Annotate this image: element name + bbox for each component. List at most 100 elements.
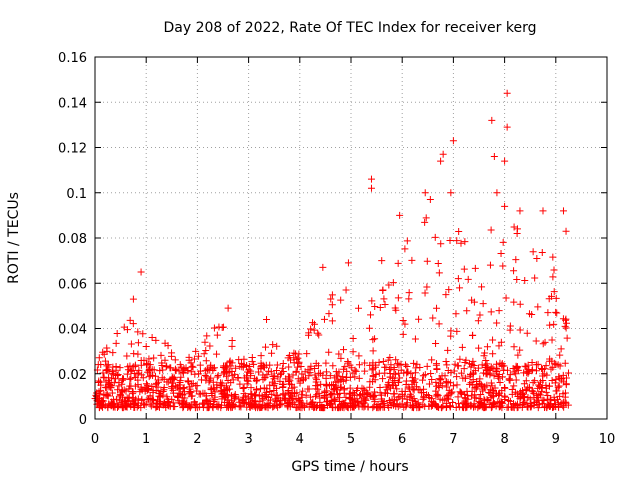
data-point [337,354,345,362]
data-point [92,395,100,403]
data-point [103,347,111,355]
data-point [170,374,178,382]
data-point [185,356,193,364]
data-point [201,338,209,346]
data-point [398,390,406,398]
data-point [367,175,375,183]
data-point [228,342,236,350]
data-point [365,324,373,332]
data-point [464,395,472,403]
data-point [489,388,497,396]
x-tick-label: 3 [244,432,252,447]
data-point [487,226,495,234]
data-point [453,327,461,335]
data-point [442,357,450,365]
data-point [460,365,468,373]
y-tick-label: 0.04 [58,323,87,338]
data-point [248,396,256,404]
data-point [276,400,284,408]
data-point [347,399,355,407]
data-point [118,404,126,412]
data-point [534,303,542,311]
data-point [148,395,156,403]
data-point [112,395,120,403]
data-point [126,316,134,324]
data-point [211,396,219,404]
x-tick-label: 6 [398,432,406,447]
data-point [544,309,552,317]
data-point [381,403,389,411]
y-tick-label: 0.02 [58,368,87,383]
data-point [142,380,150,388]
data-point [257,362,265,370]
data-point [432,392,440,400]
data-point [199,399,207,407]
data-point [257,352,265,360]
data-point [496,378,504,386]
data-point [552,294,560,302]
data-point [531,274,539,282]
data-point [269,341,277,349]
data-point [450,367,458,375]
data-point [442,403,450,411]
data-point [343,403,351,411]
data-point [393,385,401,393]
data-point [433,366,441,374]
data-point [385,281,393,289]
data-point [496,399,504,407]
data-point [248,354,256,362]
data-point [139,374,147,382]
data-point [521,394,529,402]
data-point [355,352,363,360]
data-point [528,359,536,367]
data-point [549,253,557,261]
data-point [533,255,541,263]
data-point [467,379,475,387]
data-point [516,346,524,354]
data-point [463,403,471,411]
data-point [230,392,238,400]
data-point [493,189,501,197]
data-point [482,366,490,374]
data-point [299,387,307,395]
data-point [550,266,558,274]
data-point [435,269,443,277]
data-point [218,323,226,331]
data-point [325,310,333,318]
data-point [100,374,108,382]
data-point [420,394,428,402]
data-point [310,320,318,328]
data-point [369,347,377,355]
data-point [342,286,350,294]
data-point [200,350,208,358]
data-point [256,398,264,406]
data-point [439,150,447,158]
data-point [546,321,554,329]
data-point [556,351,564,359]
data-point [379,358,387,366]
data-point [541,338,549,346]
data-point [553,309,561,317]
data-point [552,360,560,368]
data-point [290,400,298,408]
data-point [103,390,111,398]
data-point [542,362,550,370]
data-point [106,378,114,386]
data-point [258,392,266,400]
data-point [184,377,192,385]
data-point [520,399,528,407]
data-point [349,335,357,343]
data-point [474,317,482,325]
x-axis-label: GPS time / hours [291,459,408,475]
data-point [494,373,502,381]
data-point [304,366,312,374]
data-point [371,303,379,311]
data-point [135,366,143,374]
data-point [285,363,293,371]
data-point [340,402,348,410]
data-point [409,402,417,410]
data-point [336,390,344,398]
data-point [274,373,282,381]
data-point [209,403,217,411]
data-point [244,377,252,385]
